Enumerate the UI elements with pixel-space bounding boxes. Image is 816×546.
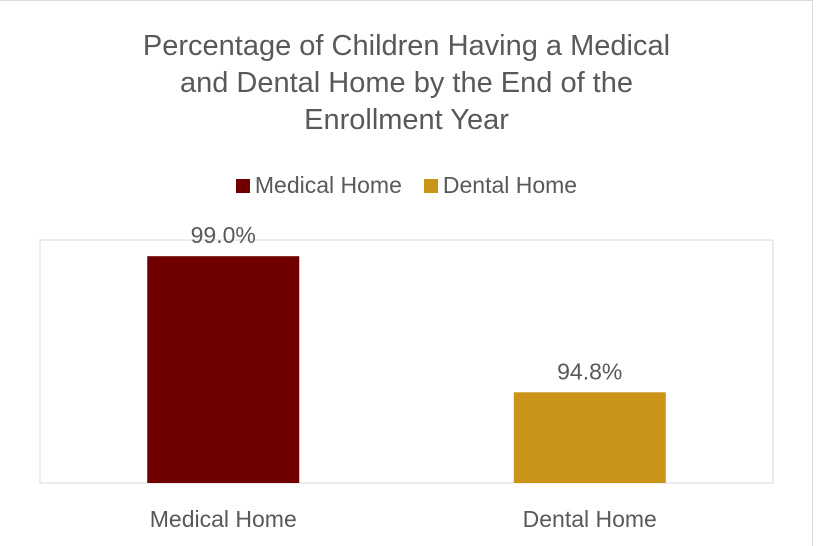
plot-frame bbox=[39, 239, 774, 484]
legend-swatch-dental-home bbox=[423, 178, 438, 193]
legend-label-dental-home: Dental Home bbox=[442, 172, 578, 198]
bar-dental-home bbox=[513, 392, 666, 483]
bar-medical-home bbox=[147, 256, 300, 483]
legend-swatch-medical-home bbox=[235, 178, 250, 193]
x-tick-label-medical-home: Medical Home bbox=[150, 506, 297, 532]
x-tick-label-dental-home: Dental Home bbox=[523, 506, 657, 532]
legend-item-dental-home: Dental Home bbox=[423, 172, 578, 199]
data-label-medical-home: 99.0% bbox=[191, 222, 256, 248]
data-label-dental-home: 94.8% bbox=[557, 358, 622, 384]
chart-legend: Medical Home Dental Home bbox=[0, 172, 813, 199]
legend-item-medical-home: Medical Home bbox=[235, 172, 402, 199]
chart-title-line-2: and Dental Home by the End of the bbox=[179, 67, 633, 99]
chart-title-line-3: Enrollment Year bbox=[304, 104, 509, 136]
chart-title-line-1: Percentage of Children Having a Medical bbox=[142, 30, 671, 62]
legend-label-medical-home: Medical Home bbox=[254, 172, 402, 198]
chart-title: Percentage of Children Having a Medical … bbox=[0, 28, 813, 139]
